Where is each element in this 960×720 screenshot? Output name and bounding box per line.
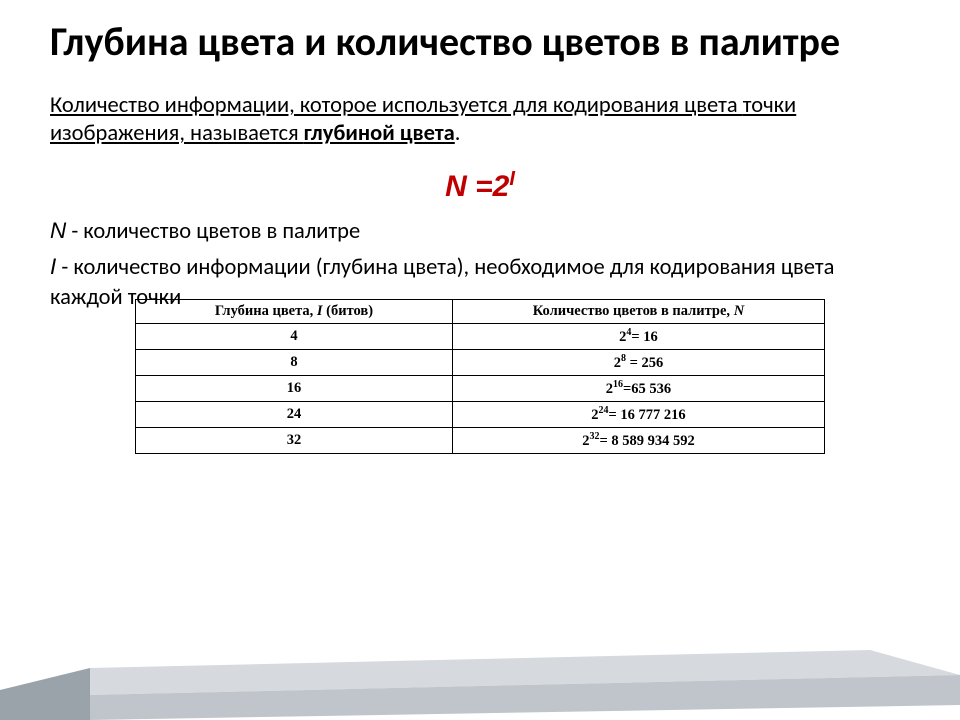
formula-exp: I: [509, 168, 515, 190]
cell-base: 2: [614, 355, 621, 371]
cell-eq: = 16 777 216: [609, 407, 686, 423]
cell-depth: 8: [136, 350, 453, 376]
formula-row: N =2I: [50, 168, 910, 204]
explain-n-text: - количество цветов в палитре: [66, 218, 360, 245]
table-row: 8 28 = 256: [136, 350, 825, 376]
cell-eq: = 256: [626, 355, 663, 371]
definition-seg1: Количество информации, которое используе…: [50, 92, 743, 119]
formula: N =2I: [445, 170, 515, 203]
table-row: 32 232= 8 589 934 592: [136, 427, 825, 453]
col1-pre: Глубина цвета,: [215, 303, 317, 319]
cell-base: 2: [606, 381, 613, 397]
table-col1-header: Глубина цвета, I (битов): [136, 300, 453, 324]
table-row: 24 224= 16 777 216: [136, 401, 825, 427]
cell-depth: 24: [136, 401, 453, 427]
cell-depth: 4: [136, 324, 453, 350]
col1-ital: I: [317, 303, 326, 319]
cell-colors: 232= 8 589 934 592: [452, 427, 824, 453]
definition-tail: .: [455, 120, 461, 147]
cell-base: 2: [591, 407, 598, 423]
prism-face-front: [90, 675, 960, 720]
cell-colors: 224= 16 777 216: [452, 401, 824, 427]
table-row: 16 216=65 536: [136, 376, 825, 402]
cell-exp: 24: [599, 405, 609, 416]
definition-bold: глубиной цвета: [304, 120, 455, 147]
prism-face-side: [0, 668, 90, 720]
cell-exp: 32: [589, 431, 599, 442]
table-body: 4 24= 16 8 28 = 256 16 216=65 536 24 224…: [136, 324, 825, 453]
explain-n: N - количество цветов в палитре: [50, 216, 910, 247]
cell-depth: 32: [136, 427, 453, 453]
cell-exp: 16: [613, 379, 623, 390]
color-depth-table: Глубина цвета, I (битов) Количество цвет…: [135, 299, 825, 453]
explain-n-sym: N: [50, 218, 66, 243]
page-title: Глубина цвета и количество цветов в пали…: [50, 20, 910, 64]
cell-eq: = 8 589 934 592: [599, 433, 694, 449]
table-col2-header: Количество цветов в палитре, N: [452, 300, 824, 324]
cell-colors: 216=65 536: [452, 376, 824, 402]
table-row: 4 24= 16: [136, 324, 825, 350]
cell-eq: =65 536: [623, 381, 671, 397]
prism-face-top: [90, 650, 960, 695]
col2-pre: Количество цветов в палитре,: [533, 303, 734, 319]
col1-post: (битов): [326, 303, 373, 319]
cell-colors: 24= 16: [452, 324, 824, 350]
col2-ital: N: [734, 303, 744, 319]
table-wrap: Глубина цвета, I (битов) Количество цвет…: [135, 299, 825, 453]
definition-paragraph: Количество информации, которое используе…: [50, 92, 910, 148]
cell-depth: 16: [136, 376, 453, 402]
decorative-prism-icon: [0, 650, 960, 720]
table-header-row: Глубина цвета, I (битов) Количество цвет…: [136, 300, 825, 324]
cell-colors: 28 = 256: [452, 350, 824, 376]
formula-lhs: N =2: [445, 170, 509, 203]
slide: Глубина цвета и количество цветов в пали…: [0, 0, 960, 720]
cell-eq: = 16: [631, 329, 657, 345]
